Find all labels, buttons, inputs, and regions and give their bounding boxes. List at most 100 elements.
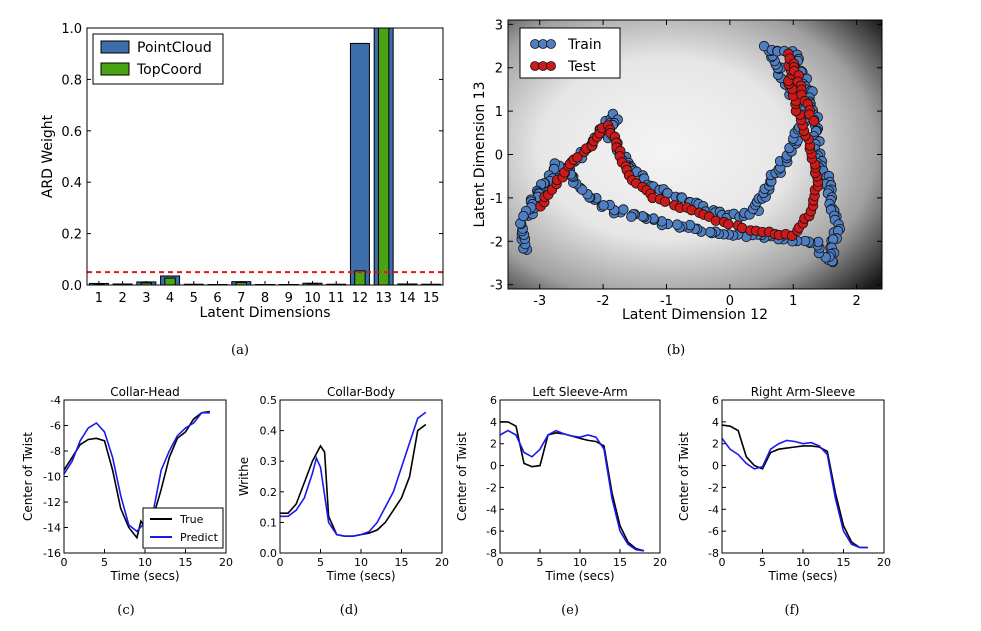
legend: True Predict xyxy=(142,507,224,549)
point-train xyxy=(704,226,716,238)
caption-a: (a) xyxy=(231,343,249,358)
y-tick-label: -6 xyxy=(50,420,61,433)
plot-frame xyxy=(63,399,227,554)
point-test xyxy=(808,115,820,127)
x-tick-label: 13 xyxy=(375,291,392,306)
y-axis-label: Center of Twist xyxy=(455,432,469,521)
x-axis-label: Time (secs) xyxy=(109,569,179,583)
panel-title: Left Sleeve-Arm xyxy=(532,385,627,399)
y-tick-label: 4 xyxy=(490,416,497,429)
y-tick-label: 0.6 xyxy=(61,125,82,140)
legend-label-true: True xyxy=(179,513,204,526)
x-tick-label: 11 xyxy=(328,291,345,306)
y-axis-label: Writhe xyxy=(237,457,251,496)
x-tick-label: 5 xyxy=(759,556,766,569)
y-tick-label: -10 xyxy=(43,471,61,484)
legend-label-topcoord: TopCoord xyxy=(136,62,202,78)
y-tick-label: 0.2 xyxy=(260,486,278,499)
x-tick-label: 10 xyxy=(304,291,321,306)
y-tick-label: -2 xyxy=(486,481,497,494)
legend-marker-train xyxy=(546,39,556,49)
x-tick-label: 7 xyxy=(237,291,245,306)
x-tick-label: 0 xyxy=(277,556,284,569)
plot-frame xyxy=(279,399,443,554)
x-axis-label: Time (secs) xyxy=(325,569,395,583)
line-predict xyxy=(721,437,868,549)
y-tick-label: 1 xyxy=(495,105,503,120)
x-tick-label: 5 xyxy=(101,556,108,569)
y-tick-label: 0.2 xyxy=(61,228,82,243)
caption-f: (f) xyxy=(785,603,800,618)
y-tick-label: -12 xyxy=(43,496,61,509)
y-tick-label: 0.3 xyxy=(260,455,278,468)
x-tick-label: 15 xyxy=(179,556,193,569)
y-tick-label: 0.8 xyxy=(61,73,82,88)
point-test xyxy=(723,219,734,230)
point-train xyxy=(518,210,529,222)
y-tick-label: -4 xyxy=(708,503,719,516)
bar-pointcloud xyxy=(349,42,370,286)
x-tick-label: 0 xyxy=(726,294,734,309)
x-tick-label: 14 xyxy=(399,291,416,306)
y-tick-label: 3 xyxy=(495,18,503,33)
y-tick-label: -4 xyxy=(486,503,497,516)
x-tick-label: 10 xyxy=(796,556,810,569)
legend: PointCloud TopCoord xyxy=(92,33,224,85)
y-tick-label: -6 xyxy=(486,525,497,538)
y-tick-label: -8 xyxy=(486,547,497,560)
panel-d-line-plot: Collar-Body 0 5 10 15 20 0.0 0.1 0.2 0.3 0.4 0.5 Tim… xyxy=(237,385,449,583)
caption-b: (b) xyxy=(667,343,685,358)
y-tick-label: 0 xyxy=(495,149,503,164)
x-tick-label: 2 xyxy=(853,294,861,309)
x-tick-label: 20 xyxy=(219,556,233,569)
y-axis-label: Latent Dimension 13 xyxy=(472,82,488,228)
bar-topcoord xyxy=(164,277,176,286)
x-tick-label: 5 xyxy=(317,556,324,569)
x-tick-label: 10 xyxy=(138,556,152,569)
line-true xyxy=(721,424,868,549)
point-test xyxy=(572,152,583,163)
y-tick-label: 2 xyxy=(490,438,497,451)
y-tick-label: 0.0 xyxy=(61,279,82,294)
x-tick-label: 8 xyxy=(261,291,269,306)
plot-frame xyxy=(721,399,885,554)
y-tick-label: 0.5 xyxy=(260,394,278,407)
x-tick-label: -3 xyxy=(533,294,546,309)
legend-swatch-topcoord xyxy=(100,62,130,76)
plot-frame xyxy=(507,19,883,290)
x-tick-label: -1 xyxy=(660,294,673,309)
x-tick-label: 15 xyxy=(837,556,851,569)
legend-box xyxy=(142,507,224,549)
y-tick-label: -2 xyxy=(490,235,503,250)
plot-frame xyxy=(86,27,444,286)
y-axis-label: ARD Weight xyxy=(40,114,56,198)
caption-e: (e) xyxy=(561,603,579,618)
point-train xyxy=(626,211,637,222)
point-test xyxy=(659,196,671,207)
point-train xyxy=(598,200,609,211)
y-tick-label: 6 xyxy=(490,394,497,407)
y-axis-label: Center of Twist xyxy=(21,432,35,521)
x-tick-label: 20 xyxy=(877,556,891,569)
line-true xyxy=(500,421,645,552)
point-train xyxy=(618,204,629,215)
panel-title: Collar-Body xyxy=(327,385,395,399)
y-tick-label: 4 xyxy=(712,416,719,429)
x-tick-label: 20 xyxy=(435,556,449,569)
y-tick-label: 2 xyxy=(712,438,719,451)
panel-title: Collar-Head xyxy=(110,385,180,399)
caption-d: (d) xyxy=(340,603,358,618)
y-tick-label: 0.4 xyxy=(61,176,82,191)
x-tick-label: 5 xyxy=(190,291,198,306)
x-tick-label: 5 xyxy=(537,556,544,569)
x-axis-label: Time (secs) xyxy=(767,569,837,583)
y-tick-label: 1.0 xyxy=(61,22,82,37)
y-tick-label: -8 xyxy=(708,547,719,560)
y-tick-label: -14 xyxy=(43,522,61,535)
legend: Train Test xyxy=(519,27,621,79)
x-tick-label: 2 xyxy=(118,291,126,306)
y-axis-label: Center of Twist xyxy=(677,432,691,521)
